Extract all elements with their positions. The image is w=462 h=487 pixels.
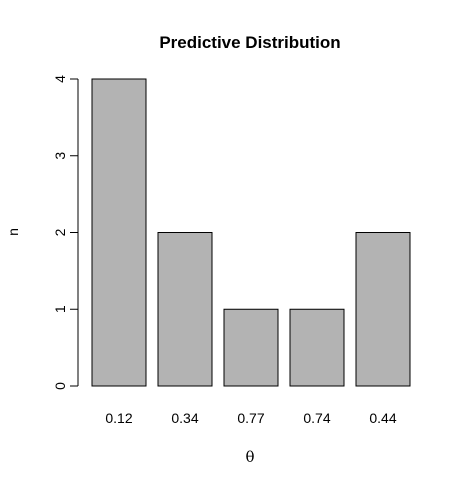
bar	[91, 78, 147, 387]
chart-title: Predictive Distribution	[159, 33, 340, 52]
bar	[355, 232, 411, 387]
x-tick-label: 0.77	[237, 410, 264, 426]
x-tick-labels: 0.12 0.34 0.77 0.74 0.44	[105, 410, 396, 426]
y-tick-label: 2	[52, 228, 68, 236]
x-tick-label: 0.34	[171, 410, 198, 426]
y-axis: 0 1 2 3 4	[52, 75, 79, 390]
y-tick-label: 0	[52, 382, 68, 390]
x-tick-label: 0.44	[369, 410, 396, 426]
y-tick-label: 3	[52, 152, 68, 160]
bar	[157, 232, 213, 387]
bars-group	[91, 78, 411, 387]
y-tick-label: 4	[52, 75, 68, 83]
x-tick-label: 0.12	[105, 410, 132, 426]
y-axis-label: n	[5, 228, 21, 236]
x-axis-label: θ	[245, 448, 254, 466]
x-tick-label: 0.74	[303, 410, 330, 426]
bar	[223, 308, 279, 387]
y-tick-label: 1	[52, 305, 68, 313]
bar	[289, 308, 345, 387]
